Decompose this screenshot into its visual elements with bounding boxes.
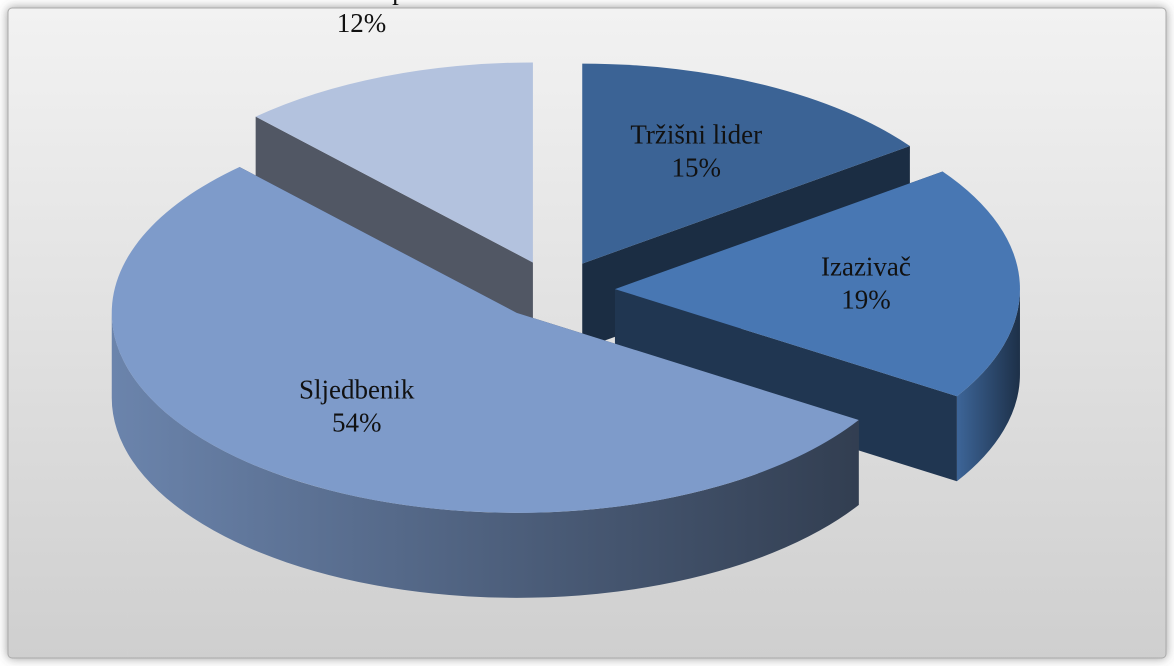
slice (614, 171, 1020, 397)
slice-label: Sljedbenik (299, 375, 415, 405)
slice-wall (956, 289, 1020, 482)
slice-value-label: 15% (671, 152, 721, 182)
slice (255, 62, 533, 263)
slice-label: Tržišni tamponer (269, 0, 453, 5)
slice-value-label: 19% (841, 284, 891, 314)
slice-side (614, 289, 957, 482)
slice-value-label: 54% (332, 408, 382, 438)
pie (111, 62, 1020, 598)
slice (111, 167, 859, 513)
slice-wall (111, 312, 859, 598)
slice-value-label: 12% (337, 8, 387, 38)
slice (582, 63, 910, 264)
slice-label: Izazivač (821, 251, 911, 281)
slice-label: Tržišni lider (630, 119, 762, 149)
